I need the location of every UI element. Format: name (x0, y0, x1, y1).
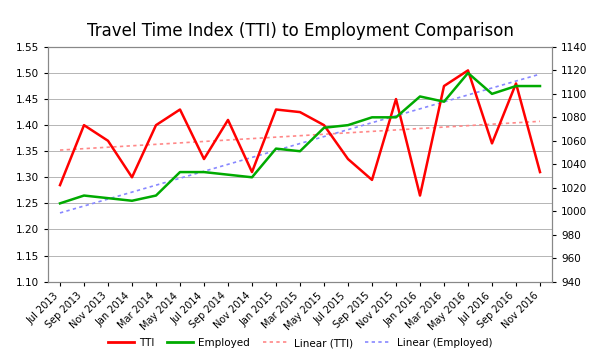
Title: Travel Time Index (TTI) to Employment Comparison: Travel Time Index (TTI) to Employment Co… (86, 22, 514, 40)
Legend: TTI, Employed, Linear (TTI), Linear (Employed): TTI, Employed, Linear (TTI), Linear (Emp… (104, 334, 496, 352)
